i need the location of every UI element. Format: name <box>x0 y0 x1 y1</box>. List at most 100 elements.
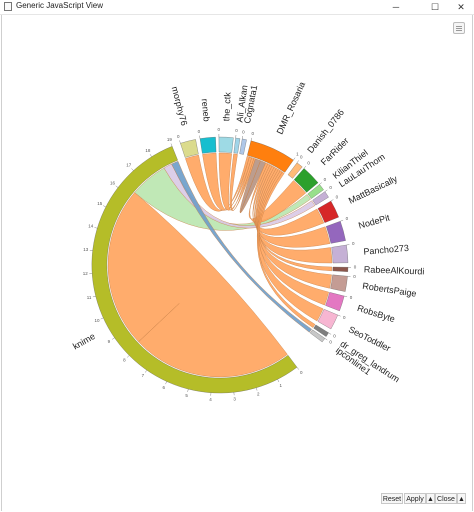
tick-label-reneb-0: 0 <box>198 129 201 134</box>
tick-label-Ali_Alkan-0: 0 <box>235 128 238 133</box>
tick-label-DMR_Rosaria-0: 0 <box>251 131 254 136</box>
tick-mark-FarRider-0 <box>303 165 307 169</box>
tick-label-Pancho273-0: 0 <box>352 241 355 246</box>
tick-label-RabeeAlKourdi-0: 0 <box>354 265 357 270</box>
group-label-RabeeAlKourdi: RabeeAlKourdi <box>364 264 425 276</box>
tick-label-knime-9: 9 <box>108 339 111 344</box>
tick-label-MattBasically-0: 0 <box>336 195 339 200</box>
arc-knime[interactable] <box>91 146 298 394</box>
tick-mark-SeoToddler-0 <box>337 314 341 317</box>
tick-mark-knime-10 <box>100 317 104 320</box>
group-label-morphy76: morphy76 <box>170 85 190 126</box>
tick-label-knime-5: 5 <box>185 393 188 398</box>
title-bar: Generic JavaScript View ─ ☐ ✕ <box>0 0 474 15</box>
tick-mark-knime-1 <box>277 379 280 383</box>
tick-label-knime-14: 14 <box>88 223 94 228</box>
tick-label-Danish_0786-0: 0 <box>300 154 303 159</box>
arc-the_ctk[interactable] <box>218 136 234 153</box>
arc-RobsByte[interactable] <box>325 292 345 312</box>
arc-NodePit[interactable] <box>326 221 346 244</box>
arc-dr_greg_landrum[interactable] <box>313 324 329 337</box>
arc-RobertsPaige[interactable] <box>330 274 348 292</box>
menu-grid-icon[interactable] <box>453 22 465 34</box>
close-dropdown-arrow[interactable]: ▲ <box>457 493 466 504</box>
arc-LauLauThom[interactable] <box>312 191 329 206</box>
tick-mark-knime-7 <box>145 369 148 373</box>
arc-Pancho273[interactable] <box>331 244 349 264</box>
arc-layer <box>91 136 349 394</box>
arc-MattBasically[interactable] <box>317 200 339 223</box>
ribbon-DMR_Rosaria-DMR_Rosaria[interactable] <box>239 158 266 213</box>
tick-mark-Danish_0786-0 <box>296 160 299 163</box>
group-label-RobsByte: RobsByte <box>356 303 396 324</box>
tick-label-morphy76-0: 0 <box>177 134 180 139</box>
tick-mark-knime-8 <box>127 355 130 358</box>
tick-label-the_ctk-0: 0 <box>218 127 221 132</box>
arc-morphy76[interactable] <box>180 139 199 158</box>
tick-mark-knime-18 <box>149 154 152 157</box>
arc-SeoToddler[interactable] <box>317 309 338 330</box>
arc-Cognata1[interactable] <box>239 138 247 155</box>
tick-mark-knime-6 <box>165 381 167 385</box>
tick-label-knime-15: 15 <box>97 201 103 206</box>
tick-label-KilianThiel-0: 0 <box>324 177 327 182</box>
tick-label-knime-12: 12 <box>83 271 89 276</box>
arc-FarRider[interactable] <box>293 168 319 193</box>
ribbon-knime-ipconline1[interactable] <box>171 160 312 333</box>
tick-mark-knime-0 <box>296 367 299 370</box>
group-label-the_ctk: the_ctk <box>221 91 232 121</box>
tick-label-knime-0: 0 <box>300 370 303 375</box>
tick-mark-knime-17 <box>131 168 134 171</box>
tick-mark-knime-16 <box>115 185 119 188</box>
window-title: Generic JavaScript View <box>16 1 103 10</box>
tick-label-knime-18: 18 <box>145 148 151 153</box>
tick-label-knime-10: 10 <box>94 318 100 323</box>
tick-mark-ipconline1-0 <box>324 338 328 341</box>
tick-mark-MattBasically-0 <box>330 199 334 202</box>
tick-label-Cognata1-0: 0 <box>242 129 245 134</box>
tick-mark-DMR_Rosaria-0 <box>250 137 252 141</box>
tick-label-knime-1: 1 <box>279 383 282 388</box>
arc-RabeeAlKourdi[interactable] <box>332 266 349 272</box>
tick-mark-DMR_Rosaria-1 <box>293 157 296 161</box>
tick-label-knime-13: 13 <box>83 247 89 252</box>
arc-DMR_Rosaria[interactable] <box>247 140 294 173</box>
reset-button[interactable]: Reset <box>381 493 403 504</box>
tick-label-knime-17: 17 <box>126 163 132 168</box>
window-icon <box>4 2 12 11</box>
tick-label-knime-8: 8 <box>123 357 126 362</box>
arc-Danish_0786[interactable] <box>287 162 303 179</box>
arc-KilianThiel[interactable] <box>307 184 324 199</box>
tick-label-knime-4: 4 <box>209 397 212 402</box>
arc-ipconline1[interactable] <box>309 329 326 343</box>
tick-mark-Pancho273-0 <box>346 244 350 246</box>
arc-Ali_Alkan[interactable] <box>233 137 241 154</box>
tick-label-LauLauThom-0: 0 <box>329 185 332 190</box>
ribbon-knime-knime[interactable] <box>107 192 288 378</box>
ribbon-DMR_Rosaria-dr_greg_landrum[interactable] <box>257 171 316 328</box>
minimize-button[interactable]: ─ <box>392 2 400 12</box>
tick-label-DMR_Rosaria-1: 1 <box>296 152 299 157</box>
tick-mark-LauLauThom-0 <box>324 189 328 192</box>
close-window-button[interactable]: ✕ <box>457 2 465 12</box>
tick-label-knime-16: 16 <box>110 181 116 186</box>
tick-mark-knime-14 <box>94 227 98 229</box>
tick-label-dr_greg_landrum-0: 0 <box>333 334 336 339</box>
close-button[interactable]: Close <box>435 493 457 504</box>
tick-label-RobertsPaige-0: 0 <box>353 274 356 279</box>
tick-label-knime-3: 3 <box>233 396 236 401</box>
tick-mark-knime-11 <box>92 296 96 298</box>
tick-mark-knime-19 <box>170 143 173 147</box>
ribbon-layer <box>107 152 333 378</box>
apply-dropdown-arrow[interactable]: ▲ <box>426 493 435 504</box>
tick-mark-Cognata1-0 <box>242 135 243 139</box>
tick-label-FarRider-0: 0 <box>307 160 310 165</box>
group-label-DMR_Rosaria: DMR_Rosaria <box>275 80 308 136</box>
arc-reneb[interactable] <box>199 136 217 154</box>
tick-label-ipconline1-0: 0 <box>329 340 332 345</box>
apply-button[interactable]: Apply <box>404 493 426 504</box>
group-label-RobertsPaige: RobertsPaige <box>362 281 417 299</box>
maximize-button[interactable]: ☐ <box>430 2 440 12</box>
